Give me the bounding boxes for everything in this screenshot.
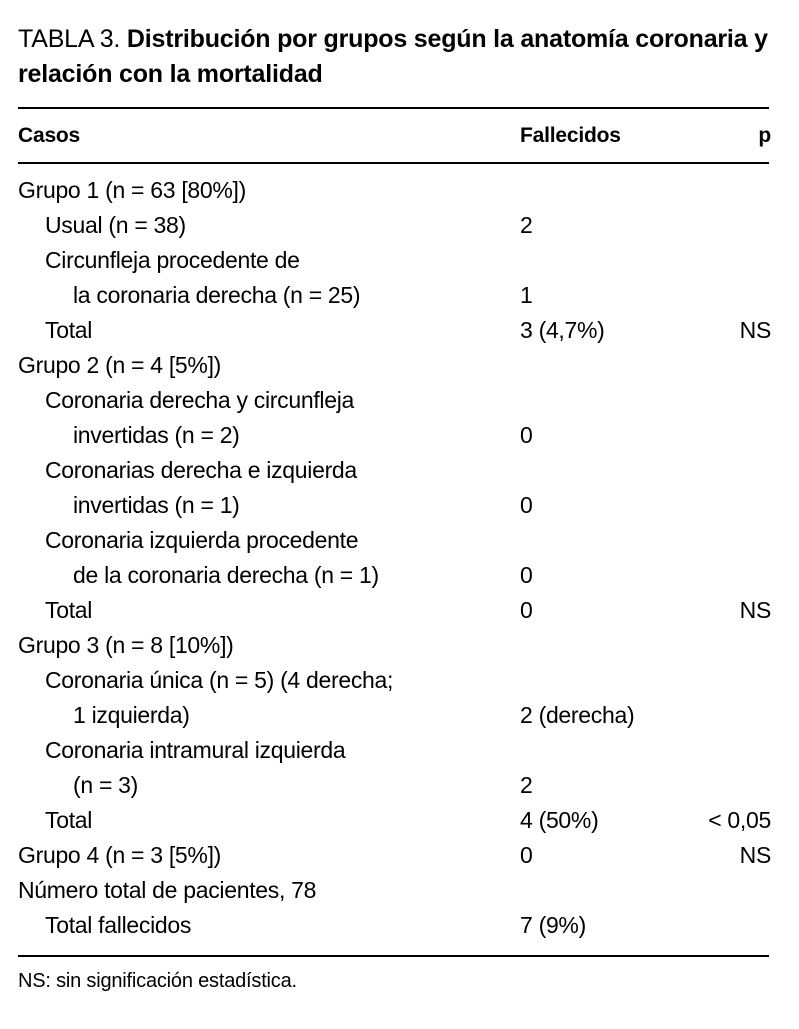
table-row: Coronarias derecha e izquierda <box>18 453 769 488</box>
p-cell <box>701 733 771 768</box>
casos-cell: (n = 3) <box>73 772 139 798</box>
p-cell <box>701 768 771 803</box>
fallecidos-cell: 1 <box>520 282 533 308</box>
casos-cell: Total fallecidos <box>45 912 192 938</box>
casos-cell: Circunfleja procedente de <box>45 247 300 273</box>
p-cell <box>701 418 771 453</box>
fallecidos-cell <box>520 173 701 208</box>
fallecidos-cell: 0 <box>520 492 533 518</box>
fallecidos-cell: 4 (50%) <box>520 807 599 833</box>
table-number-label: TABLA 3. <box>18 25 121 53</box>
p-cell: NS <box>739 842 772 868</box>
casos-cell: Coronaria intramural izquierda <box>45 737 346 763</box>
table-row: de la coronaria derecha (n = 1) 0 <box>18 558 769 593</box>
casos-cell: Total <box>45 807 93 833</box>
table-row: Coronaria derecha y circunfleja <box>18 383 769 418</box>
p-cell <box>701 453 771 488</box>
p-cell <box>701 698 771 733</box>
table-row: Coronaria única (n = 5) (4 derecha; <box>18 663 769 698</box>
fallecidos-cell: 0 <box>520 562 533 588</box>
table-row: Total 4 (50%) < 0,05 <box>18 803 771 838</box>
fallecidos-cell: 0 <box>520 422 533 448</box>
fallecidos-cell: 0 <box>520 842 533 868</box>
table-row: invertidas (n = 2) 0 <box>18 418 769 453</box>
table-row: (n = 3) 2 <box>18 768 769 803</box>
column-header-casos: Casos <box>18 124 81 147</box>
page-title: TABLA 3. Distribución por grupos según l… <box>18 22 769 92</box>
casos-cell: invertidas (n = 2) <box>73 422 240 448</box>
casos-cell: de la coronaria derecha (n = 1) <box>73 562 379 588</box>
casos-cell: Coronaria izquierda procedente <box>45 527 359 553</box>
p-cell: NS <box>739 597 772 623</box>
fallecidos-cell <box>520 733 701 768</box>
fallecidos-cell <box>520 873 701 908</box>
casos-cell: la coronaria derecha (n = 25) <box>73 282 361 308</box>
fallecidos-cell <box>520 453 701 488</box>
fallecidos-cell <box>520 243 701 278</box>
p-cell <box>701 173 771 208</box>
fallecidos-cell: 2 <box>520 212 533 238</box>
casos-cell: Número total de pacientes, 78 <box>18 877 317 903</box>
casos-cell: Grupo 3 (n = 8 [10%]) <box>18 632 234 658</box>
p-cell <box>701 558 771 593</box>
fallecidos-cell <box>520 348 701 383</box>
fallecidos-cell <box>520 523 701 558</box>
casos-cell: Grupo 2 (n = 4 [5%]) <box>18 352 222 378</box>
casos-cell: Grupo 1 (n = 63 [80%]) <box>18 177 247 203</box>
p-cell <box>701 873 771 908</box>
fallecidos-cell: 2 <box>520 772 533 798</box>
table-row: Usual (n = 38) 2 <box>18 208 769 243</box>
p-cell <box>701 488 771 523</box>
fallecidos-cell: 3 (4,7%) <box>520 317 605 343</box>
top-rule <box>18 107 769 109</box>
casos-cell: Total <box>45 317 93 343</box>
table-row: Total fallecidos 7 (9%) <box>18 908 769 943</box>
column-header-p: p <box>758 124 771 147</box>
p-cell <box>701 208 771 243</box>
table-row: Coronaria intramural izquierda <box>18 733 769 768</box>
p-cell <box>701 383 771 418</box>
casos-cell: 1 izquierda) <box>73 702 190 728</box>
table-row: Grupo 3 (n = 8 [10%]) <box>18 628 769 663</box>
p-cell <box>701 278 771 313</box>
fallecidos-cell <box>520 628 701 663</box>
table-row: Grupo 1 (n = 63 [80%]) <box>18 173 769 208</box>
table-row: Total 3 (4,7%) NS <box>18 313 772 348</box>
casos-cell: Usual (n = 38) <box>45 212 186 238</box>
table-row: 1 izquierda) 2 (derecha) <box>18 698 769 733</box>
p-cell <box>701 523 771 558</box>
table-body: Grupo 1 (n = 63 [80%]) Usual (n = 38) 2 … <box>18 164 772 957</box>
column-header-fallecidos: Fallecidos <box>520 124 621 147</box>
p-cell <box>701 243 771 278</box>
fallecidos-cell: 0 <box>520 597 533 623</box>
casos-cell: Coronaria única (n = 5) (4 derecha; <box>45 667 394 693</box>
table-row: invertidas (n = 1) 0 <box>18 488 769 523</box>
fallecidos-cell <box>520 663 701 698</box>
p-cell <box>701 628 771 663</box>
casos-cell: Grupo 4 (n = 3 [5%]) <box>18 842 222 868</box>
table-row: Coronaria izquierda procedente <box>18 523 769 558</box>
casos-cell: invertidas (n = 1) <box>73 492 240 518</box>
table-row: la coronaria derecha (n = 25) 1 <box>18 278 769 313</box>
table-header-row: Casos Fallecidos p <box>18 109 771 164</box>
fallecidos-cell: 7 (9%) <box>520 912 586 938</box>
table-title-text: Distribución por grupos según la anatomí… <box>18 25 768 88</box>
casos-cell: Coronaria derecha y circunfleja <box>45 387 355 413</box>
p-cell <box>701 663 771 698</box>
p-cell: NS <box>739 317 772 343</box>
fallecidos-cell: 2 (derecha) <box>520 702 635 728</box>
table-footnote: NS: sin significación estadística. <box>18 970 297 992</box>
table-row: Grupo 4 (n = 3 [5%]) 0 NS <box>18 838 772 873</box>
fallecidos-cell <box>520 383 701 418</box>
table-row: Total 0 NS <box>18 593 772 628</box>
table-row: Circunfleja procedente de <box>18 243 769 278</box>
p-cell <box>701 348 771 383</box>
casos-cell: Coronarias derecha e izquierda <box>45 457 357 483</box>
casos-cell: Total <box>45 597 93 623</box>
table-row: Grupo 2 (n = 4 [5%]) <box>18 348 769 383</box>
p-cell <box>701 908 771 943</box>
p-cell: < 0,05 <box>708 807 771 833</box>
table-row: Número total de pacientes, 78 <box>18 873 769 908</box>
